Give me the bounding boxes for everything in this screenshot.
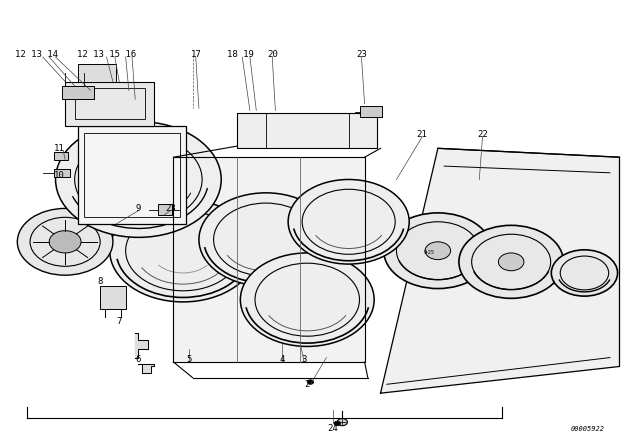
Text: 23: 23: [165, 204, 175, 213]
Circle shape: [241, 253, 374, 346]
Circle shape: [109, 199, 256, 302]
Polygon shape: [138, 364, 154, 373]
Text: 24: 24: [328, 424, 338, 433]
Circle shape: [56, 121, 221, 237]
Bar: [78, 126, 186, 224]
Bar: [65, 82, 154, 126]
Circle shape: [334, 421, 340, 426]
Bar: [75, 88, 145, 119]
Text: 9-25: 9-25: [424, 250, 435, 255]
Text: 3: 3: [301, 355, 307, 364]
Text: 11: 11: [53, 144, 64, 153]
Text: 4: 4: [279, 355, 284, 364]
Bar: [360, 106, 382, 117]
Text: 6: 6: [136, 355, 141, 364]
Text: 17: 17: [190, 50, 201, 59]
Text: 7: 7: [116, 318, 122, 327]
Bar: [157, 204, 172, 215]
Bar: [78, 64, 116, 82]
Circle shape: [307, 380, 314, 384]
Text: 21: 21: [417, 130, 428, 139]
Polygon shape: [135, 333, 148, 358]
Circle shape: [288, 180, 409, 264]
Circle shape: [384, 213, 492, 289]
Bar: [54, 169, 70, 177]
Text: 8: 8: [97, 277, 103, 286]
Circle shape: [425, 242, 451, 260]
Circle shape: [551, 250, 618, 296]
Text: 12 13 15 16: 12 13 15 16: [77, 50, 136, 59]
Circle shape: [199, 193, 333, 286]
Bar: [62, 86, 94, 99]
Polygon shape: [173, 157, 365, 362]
Text: 12 13 14: 12 13 14: [15, 50, 58, 59]
Text: 20: 20: [267, 50, 278, 59]
Bar: [100, 286, 125, 309]
Polygon shape: [381, 148, 620, 393]
Text: 18 19: 18 19: [227, 50, 254, 59]
Circle shape: [337, 418, 348, 426]
Circle shape: [459, 225, 563, 298]
Text: 9: 9: [136, 204, 141, 213]
Circle shape: [49, 231, 81, 253]
Text: 5: 5: [187, 355, 192, 364]
Circle shape: [499, 253, 524, 271]
Text: 2: 2: [305, 380, 310, 389]
Text: 10: 10: [53, 171, 64, 180]
Text: 23: 23: [356, 50, 367, 59]
Circle shape: [17, 208, 113, 275]
Text: 22: 22: [477, 130, 488, 139]
Bar: [237, 113, 378, 148]
Text: 00005922: 00005922: [571, 426, 605, 432]
Bar: [84, 133, 180, 217]
Bar: [54, 152, 68, 160]
